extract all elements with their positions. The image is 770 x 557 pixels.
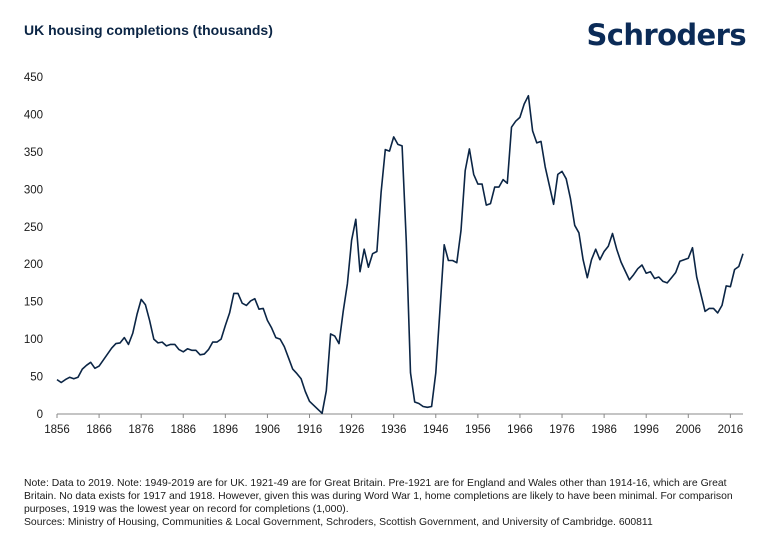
y-tick-label: 300 — [24, 184, 43, 196]
x-tick-label: 1976 — [549, 424, 575, 436]
y-axis-ticks: 0 50 100 150 200 250 300 350 400 450 — [24, 72, 43, 421]
x-tick-label: 1956 — [465, 424, 491, 436]
y-tick-label: 100 — [24, 334, 43, 346]
x-tick-label: 2016 — [718, 424, 744, 436]
x-tick-label: 1896 — [213, 424, 239, 436]
series-line-completions — [56, 94, 744, 415]
y-tick-label: 150 — [24, 297, 43, 309]
schroders-logo: Schroders — [586, 18, 746, 52]
x-tick-label: 1996 — [633, 424, 659, 436]
sources-text: Sources: Ministry of Housing, Communitie… — [24, 517, 653, 528]
x-tick-label: 1916 — [297, 424, 323, 436]
y-tick-label: 200 — [24, 259, 43, 271]
y-tick-label: 250 — [24, 222, 43, 234]
x-tick-label: 1876 — [128, 424, 154, 436]
x-tick-label: 1986 — [591, 424, 617, 436]
x-tick-label: 1886 — [170, 424, 196, 436]
y-tick-label: 350 — [24, 147, 43, 159]
chart-notes: Note: Data to 2019. Note: 1949-2019 are … — [24, 477, 754, 529]
x-tick-label: 2006 — [675, 424, 701, 436]
x-tick-label: 1866 — [86, 424, 112, 436]
y-tick-label: 0 — [37, 409, 43, 421]
y-tick-label: 50 — [30, 372, 43, 384]
x-axis-ticks: 1856 1866 1876 1886 1896 1906 1916 1926 1936 1946… — [44, 414, 743, 436]
x-tick-label: 1856 — [44, 424, 70, 436]
x-tick-label: 1946 — [423, 424, 449, 436]
x-tick-label: 1936 — [381, 424, 407, 436]
x-tick-label: 1926 — [339, 424, 365, 436]
chart-title: UK housing completions (thousands) — [24, 22, 273, 38]
x-tick-label: 1906 — [255, 424, 281, 436]
x-tick-label: 1966 — [507, 424, 533, 436]
y-tick-label: 450 — [24, 72, 43, 84]
y-tick-label: 400 — [24, 109, 43, 121]
line-chart: 0 50 100 150 200 250 300 350 400 450 1856 1866 1876… — [24, 72, 744, 436]
note-text: Note: Data to 2019. Note: 1949-2019 are … — [24, 478, 733, 515]
